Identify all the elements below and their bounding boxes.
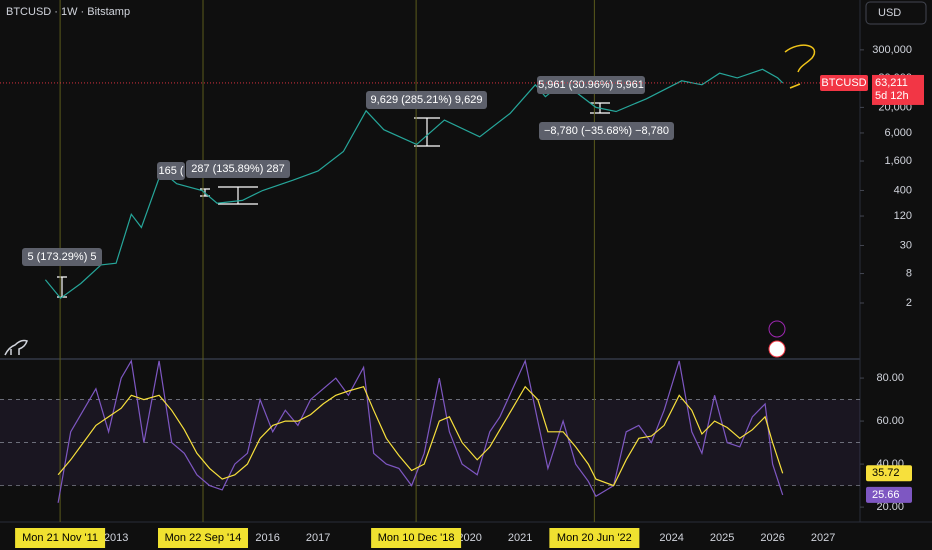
measure-label: 5 (173.29%) 5 bbox=[27, 251, 96, 263]
measure-label: −8,780 (−35.68%) −8,780 bbox=[544, 125, 669, 137]
price-tag-name: BTCUSD bbox=[821, 77, 866, 89]
marker-label-bg bbox=[158, 528, 249, 548]
event-icon[interactable] bbox=[768, 340, 786, 358]
measure-box bbox=[157, 162, 185, 180]
x-tick-label: 2027 bbox=[811, 532, 835, 544]
marker-label: Mon 21 Nov '11 bbox=[22, 532, 98, 544]
marker-label-bg bbox=[549, 528, 640, 548]
series-line bbox=[57, 358, 784, 503]
x-tick-label: 2021 bbox=[508, 532, 532, 544]
y-tick-label: 60.00 bbox=[876, 415, 904, 427]
x-tick-label: 2024 bbox=[659, 532, 683, 544]
currency-button[interactable] bbox=[865, 1, 927, 25]
measure-label: 9,629 (285.21%) 9,629 bbox=[371, 94, 483, 106]
x-tick-label: 2017 bbox=[306, 532, 330, 544]
currency-label[interactable]: USD bbox=[878, 7, 901, 19]
marker-label: Mon 20 Jun '22 bbox=[557, 532, 632, 544]
measure-box bbox=[537, 76, 645, 94]
x-tick-label: 2026 bbox=[760, 532, 784, 544]
series-line bbox=[44, 68, 784, 300]
price-tag-bg bbox=[872, 74, 924, 105]
last-value-label: 25.66 bbox=[872, 489, 900, 501]
series-line bbox=[57, 385, 784, 487]
last-value-bg bbox=[866, 465, 912, 482]
logo bbox=[4, 339, 28, 356]
marker-label-bg bbox=[371, 528, 462, 548]
measure-box bbox=[539, 122, 674, 140]
y-tick-label: 120 bbox=[894, 210, 912, 222]
x-tick-label: 2020 bbox=[457, 532, 481, 544]
y-tick-label: 1,600 bbox=[884, 155, 912, 167]
marker-label-bg bbox=[15, 528, 106, 548]
marker-label: Mon 22 Sep '14 bbox=[165, 532, 242, 544]
pane-separator bbox=[0, 358, 860, 360]
y-tick-label: 80.00 bbox=[876, 372, 904, 384]
y-tick-label: 30 bbox=[900, 239, 912, 251]
y-tick-label: 20.00 bbox=[876, 501, 904, 513]
last-value-bg bbox=[866, 486, 912, 503]
event-icon[interactable] bbox=[768, 320, 786, 338]
price-tag-value: 63,211 bbox=[875, 77, 908, 89]
drawing-question bbox=[784, 44, 816, 89]
chart-title: BTCUSD · 1W · Bitstamp bbox=[6, 6, 130, 18]
price-tag-name-bg bbox=[820, 74, 868, 91]
measure-label: 165 ( bbox=[158, 165, 183, 177]
y-tick-label: 300,000 bbox=[872, 44, 912, 56]
measure-label: 287 (135.89%) 287 bbox=[191, 163, 285, 175]
measure-box bbox=[186, 160, 290, 178]
price-tag-countdown: 5d 12h bbox=[875, 90, 909, 102]
x-tick-label: 2013 bbox=[104, 532, 128, 544]
x-tick-label: 2025 bbox=[710, 532, 734, 544]
measure-box bbox=[22, 248, 102, 266]
y-tick-label: 6,000 bbox=[884, 127, 912, 139]
x-tick-label: 2016 bbox=[255, 532, 279, 544]
measure-box bbox=[366, 91, 487, 109]
last-value-label: 35.72 bbox=[872, 467, 900, 479]
measure-label: 5,961 (30.96%) 5,961 bbox=[538, 79, 644, 91]
marker-label: Mon 10 Dec '18 bbox=[378, 532, 455, 544]
y-tick-label: 8 bbox=[906, 267, 912, 279]
y-tick-label: 400 bbox=[894, 184, 912, 196]
y-tick-label: 2 bbox=[906, 297, 912, 309]
